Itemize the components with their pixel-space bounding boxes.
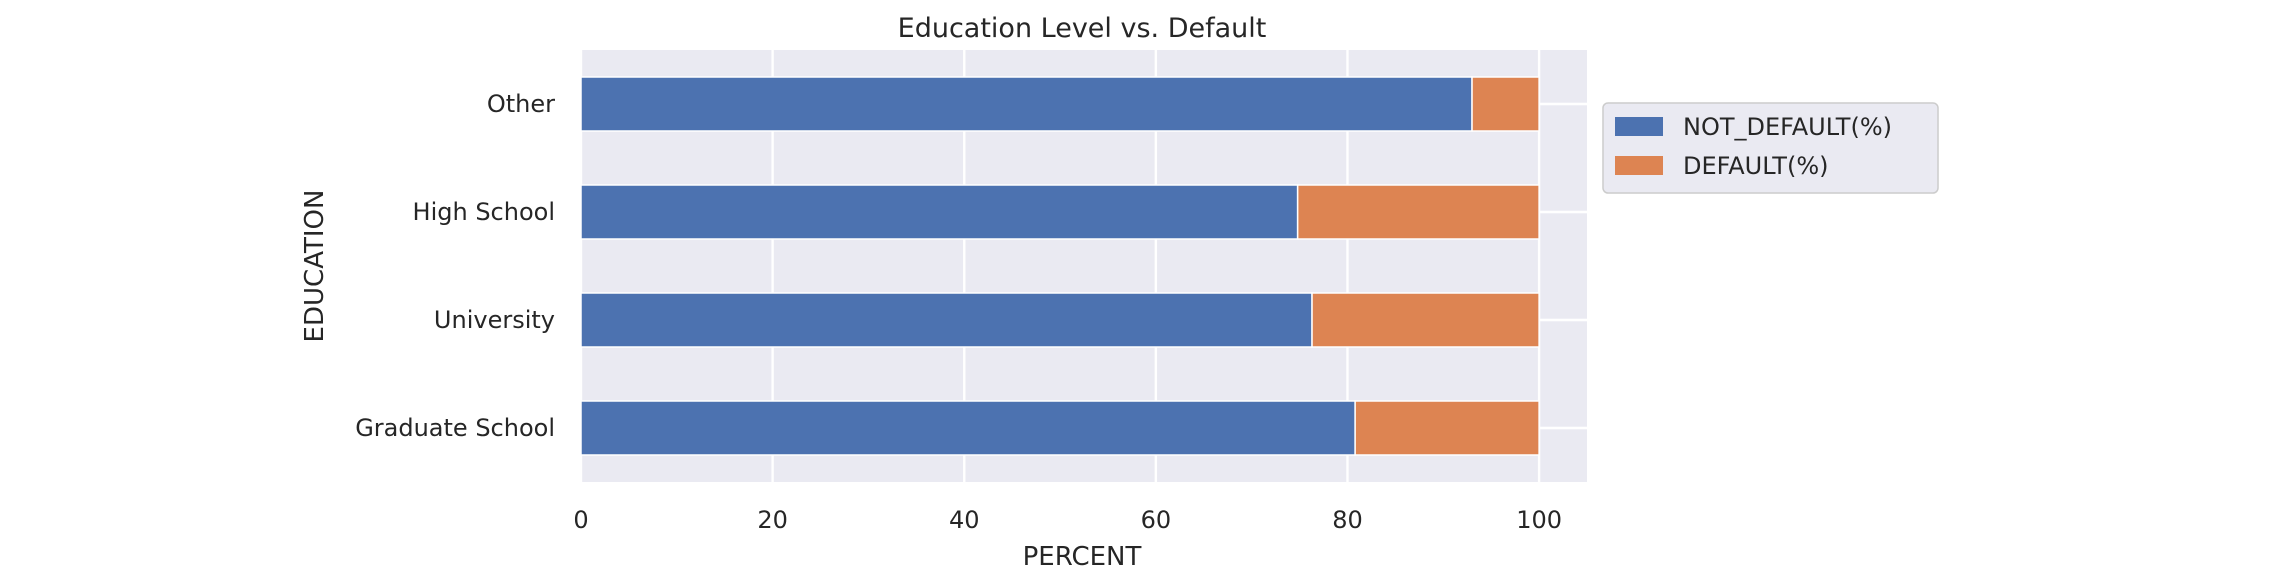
- x-tick-label: 20: [757, 506, 788, 534]
- x-axis-label: PERCENT: [1023, 542, 1142, 572]
- x-tick-label: 0: [573, 506, 588, 534]
- y-tick-label: University: [434, 306, 555, 334]
- bar-university-series-0: [580, 292, 1313, 348]
- bar-other-series-0: [580, 76, 1473, 132]
- y-axis-label: EDUCATION: [300, 190, 330, 343]
- legend-label-0: NOT_DEFAULT(%): [1683, 113, 1892, 141]
- legend-swatch-0: [1615, 117, 1663, 136]
- bar-high-school-series-1: [1296, 184, 1540, 240]
- bar-university-series-1: [1311, 292, 1540, 348]
- bars: [580, 76, 1540, 456]
- chart-title: Education Level vs. Default: [898, 13, 1267, 44]
- x-axis-ticks: 0 20 40 60 80 100: [573, 506, 1562, 534]
- bar-graduate-school-series-0: [580, 400, 1356, 456]
- y-tick-label: Graduate School: [355, 414, 555, 442]
- x-tick-label: 100: [1516, 506, 1562, 534]
- legend-box: [1602, 102, 1939, 194]
- legend-label-1: DEFAULT(%): [1683, 152, 1829, 180]
- legend-swatch-1: [1615, 156, 1663, 175]
- bar-other-series-1: [1471, 76, 1540, 132]
- x-tick-label: 80: [1332, 506, 1363, 534]
- legend: NOT_DEFAULT(%) DEFAULT(%): [1602, 102, 1939, 194]
- x-tick-label: 60: [1141, 506, 1172, 534]
- bar-high-school-series-0: [580, 184, 1299, 240]
- x-tick-label: 40: [949, 506, 980, 534]
- y-tick-label: High School: [413, 198, 555, 226]
- y-axis-ticks: Graduate School University High School Othe…: [355, 90, 555, 442]
- y-tick-label: Other: [487, 90, 555, 118]
- bar-graduate-school-series-1: [1354, 400, 1540, 456]
